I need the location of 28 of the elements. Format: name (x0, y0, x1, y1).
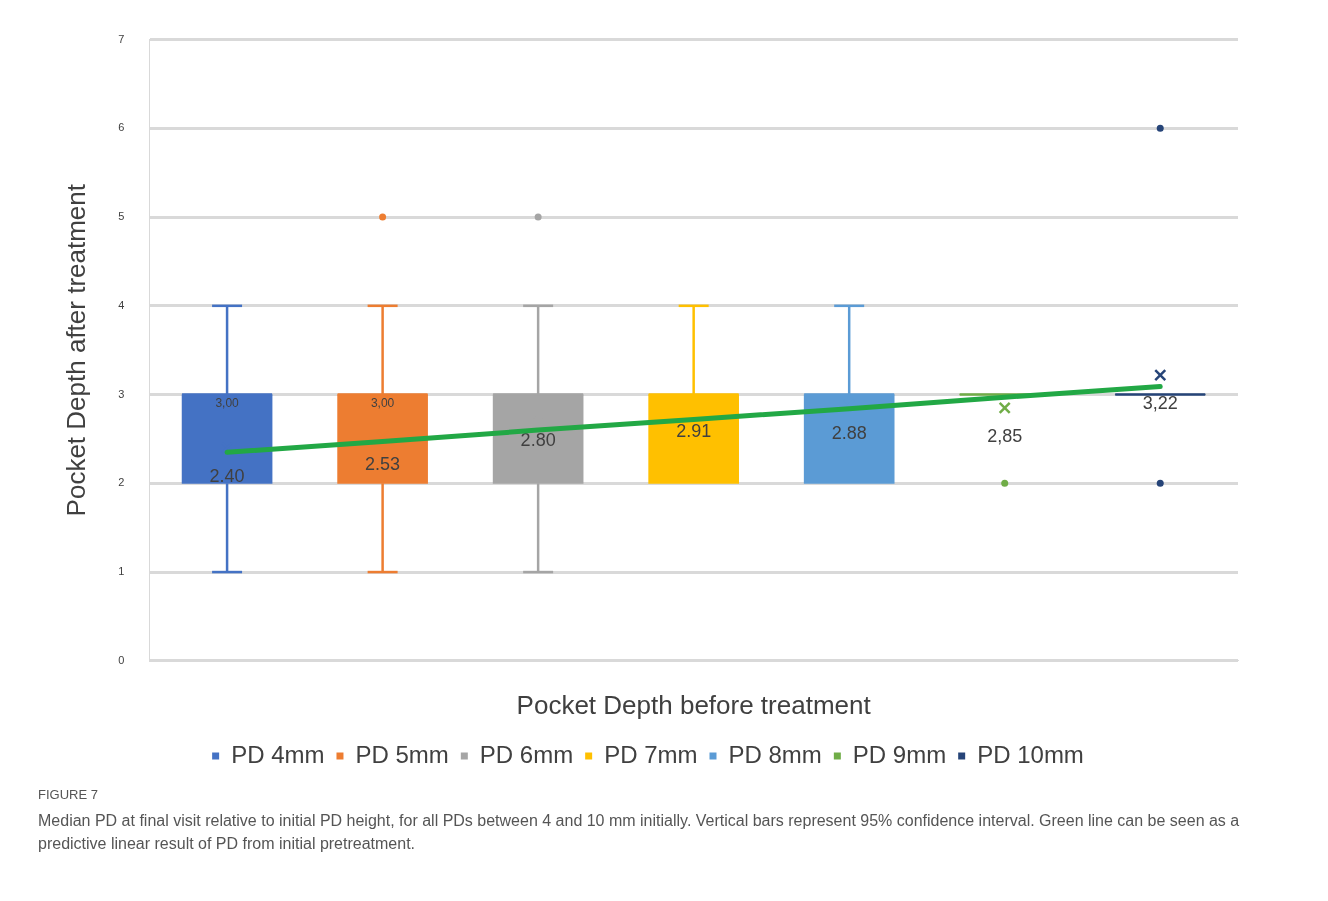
y-tick-label: 7 (118, 32, 125, 45)
x-axis-title: Pocket Depth before treatment (516, 689, 872, 720)
caption: FIGURE 7 (38, 786, 99, 804)
text: 3,22 (1142, 393, 1178, 414)
legend-label: PD 5mm (355, 740, 449, 768)
annotation: 3,00 (370, 395, 395, 410)
y-axis-title: Pocket Depth after treatment (60, 183, 91, 517)
annotation: 3,00 (215, 395, 240, 410)
y-tick-label: 1 (118, 565, 125, 578)
y-tick-label: 5 (118, 210, 125, 223)
y-tick-label: 2 (118, 476, 125, 489)
y-tick-label: 3 (118, 387, 125, 400)
y-tick-label: 0 (118, 653, 125, 666)
y-tick-label: 4 (118, 298, 125, 311)
text: 2.40 (209, 465, 245, 486)
legend-label: PD 8mm (728, 740, 822, 768)
legend-label: PD 4mm (231, 740, 325, 768)
text: 2.80 (520, 430, 556, 451)
text: 2.88 (831, 423, 867, 444)
text: 2,85 (987, 425, 1023, 446)
y-tick-label: 6 (118, 121, 125, 134)
text: 2.91 (676, 420, 712, 441)
legend-label: PD 6mm (479, 740, 574, 768)
legend-label: PD 7mm (604, 740, 698, 768)
text: 2.53 (365, 454, 401, 475)
legend-label: PD 10mm (977, 740, 1084, 768)
legend-label: PD 9mm (852, 740, 947, 768)
text: Median PD at final visit relative to initial PD height, for all PDs between 4 and 10 mm initially. Vertical bars represent 95% confidence interval. Green line can be seen as a predictive linear result of PD from initial pretreatment. (38, 811, 1241, 854)
